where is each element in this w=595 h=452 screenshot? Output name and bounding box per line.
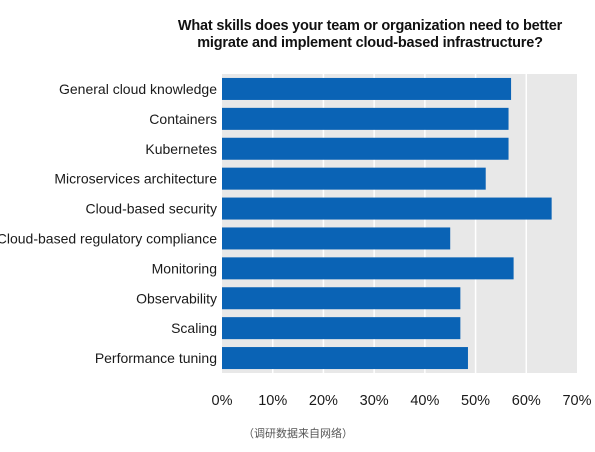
- category-label: Monitoring: [152, 260, 217, 276]
- chart-title: What skills does your team or organizati…: [160, 18, 580, 52]
- category-label: Observability: [136, 290, 217, 306]
- bar: [222, 137, 509, 160]
- bar: [222, 167, 486, 190]
- category-label: Kubernetes: [145, 141, 217, 157]
- x-tick-label: 10%: [258, 393, 287, 409]
- category-label: Scaling: [171, 320, 217, 336]
- category-label: Microservices architecture: [54, 171, 217, 187]
- bar: [222, 287, 461, 310]
- x-tick-label: 50%: [461, 393, 490, 409]
- bar: [222, 197, 552, 220]
- source-note: （调研数据来自网络）: [243, 427, 353, 440]
- x-axis-ticks: 0% 10% 20% 30% 40% 50% 60% 70%: [212, 393, 592, 409]
- chart-title-line-1: What skills does your team or organizati…: [177, 18, 563, 34]
- x-tick-label: 60%: [512, 393, 541, 409]
- category-label: Cloud-based regulatory compliance: [0, 230, 217, 246]
- bar: [222, 107, 509, 130]
- x-tick-label: 30%: [360, 393, 389, 409]
- category-label: Performance tuning: [95, 350, 217, 366]
- category-label: General cloud knowledge: [59, 81, 217, 97]
- category-labels: General cloud knowledge Containers Kuberne…: [0, 81, 217, 366]
- bar: [222, 347, 468, 370]
- bar: [222, 227, 451, 250]
- x-tick-label: 0%: [212, 393, 233, 409]
- category-label: Cloud-based security: [85, 201, 217, 217]
- bar: [222, 77, 512, 100]
- x-tick-label: 70%: [562, 393, 591, 409]
- category-label: Containers: [149, 111, 217, 127]
- bar: [222, 317, 461, 340]
- chart-title-line-2: migrate and implement cloud-based infras…: [197, 35, 543, 51]
- bar: [222, 257, 514, 280]
- x-tick-label: 20%: [309, 393, 338, 409]
- bars: [222, 77, 552, 370]
- x-tick-label: 40%: [410, 393, 439, 409]
